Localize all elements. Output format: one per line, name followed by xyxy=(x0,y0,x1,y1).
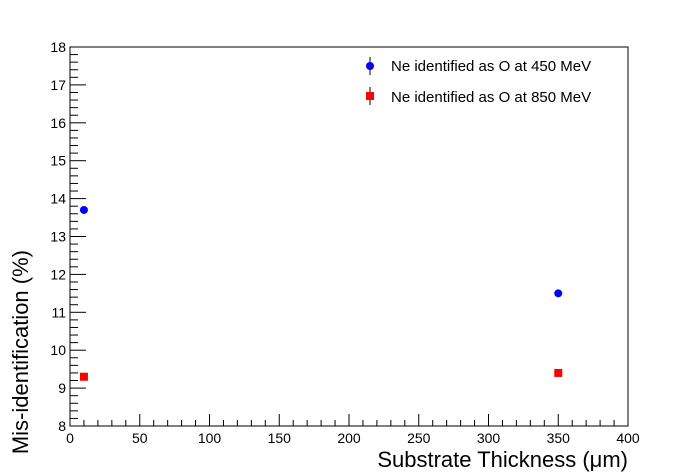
series-1-point xyxy=(79,372,88,381)
x-tick-label: 400 xyxy=(616,430,640,446)
legend-marker xyxy=(366,62,374,70)
y-tick-label: 12 xyxy=(50,266,66,282)
y-tick-label: 15 xyxy=(50,153,66,169)
x-tick-label: 0 xyxy=(66,430,74,446)
x-tick-label: 100 xyxy=(198,430,222,446)
series-0-point xyxy=(554,289,563,298)
legend-entry-850mev: Ne identified as O at 850 MeV xyxy=(366,87,591,106)
x-tick-label: 50 xyxy=(132,430,148,446)
x-tick-label: 350 xyxy=(547,430,571,446)
x-axis-title: Substrate Thickness (μm) xyxy=(377,447,628,472)
y-tick-label: 9 xyxy=(58,380,66,396)
y-tick-label: 13 xyxy=(50,229,66,245)
x-tick-label: 250 xyxy=(407,430,431,446)
legend-entry-450mev: Ne identified as O at 450 MeV xyxy=(366,57,591,75)
legend-label-850mev: Ne identified as O at 850 MeV xyxy=(391,89,591,106)
major-ticks xyxy=(69,46,629,427)
y-tick-label: 10 xyxy=(50,342,66,358)
y-axis-title: Mis-identification (%) xyxy=(8,250,33,454)
legend-marker xyxy=(366,92,374,100)
y-tick-label: 17 xyxy=(50,77,66,93)
y-tick-label: 11 xyxy=(51,304,66,320)
series-0-point xyxy=(79,205,88,214)
x-tick-label: 200 xyxy=(337,430,361,446)
y-tick-label: 18 xyxy=(50,39,66,55)
data-markers xyxy=(79,205,563,381)
x-tick-label: 300 xyxy=(477,430,501,446)
minor-ticks xyxy=(70,54,615,426)
legend: Ne identified as O at 450 MeV Ne identif… xyxy=(366,57,591,106)
y-tick-label: 8 xyxy=(58,418,66,434)
series-1-point xyxy=(554,368,563,377)
legend-label-450mev: Ne identified as O at 450 MeV xyxy=(391,58,591,75)
y-tick-label: 16 xyxy=(50,115,66,131)
x-tick-labels: 0 50 100 150 200 250 300 350 400 xyxy=(66,430,640,446)
y-tick-label: 14 xyxy=(50,191,66,207)
y-tick-labels: 8 9 10 11 12 13 14 15 16 17 18 xyxy=(50,39,66,434)
x-tick-label: 150 xyxy=(268,430,292,446)
